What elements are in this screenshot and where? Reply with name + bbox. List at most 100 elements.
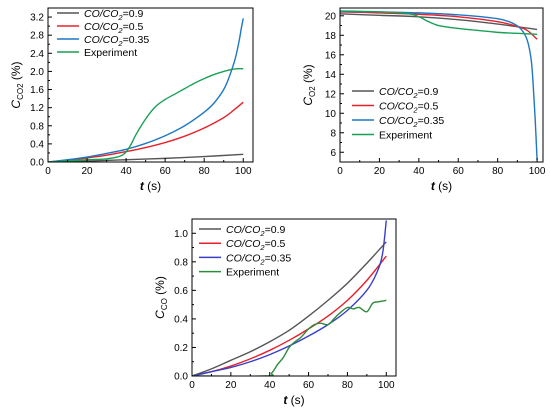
y-tick-label: 0.4 xyxy=(30,139,44,150)
x-tick-label: 0 xyxy=(45,166,51,177)
y-tick-label: 8 xyxy=(330,128,336,139)
y-tick-label: 0.4 xyxy=(174,314,188,325)
x-tick-label: 60 xyxy=(453,166,465,177)
legend-entry: CO/CO2=0.35 xyxy=(379,115,444,129)
legend-entry-text: CO/CO xyxy=(226,252,260,264)
x-tick-label: 20 xyxy=(374,166,386,177)
legend-entry: CO/CO2=0.9 xyxy=(84,8,143,22)
legend-entry-value: =0.35 xyxy=(418,115,445,127)
legend-entry: CO/CO2=0.9 xyxy=(226,224,285,238)
x-tick-label: 20 xyxy=(81,166,93,177)
legend: CO/CO2=0.9CO/CO2=0.5CO/CO2=0.35Experimen… xyxy=(352,86,444,142)
series-line-2 xyxy=(192,255,387,376)
series-line-1 xyxy=(192,241,387,376)
y-tick-label: 0.8 xyxy=(30,121,44,132)
series-line-1 xyxy=(340,13,538,31)
legend-entry-value: =0.5 xyxy=(418,101,439,113)
legend-entry-text: CO/CO xyxy=(84,34,118,46)
x-tick-label: 60 xyxy=(303,380,315,391)
legend-entry-text: CO/CO xyxy=(379,115,413,127)
legend-entry-value: =0.35 xyxy=(265,252,292,264)
legend-entry-text: Experiment xyxy=(84,47,137,59)
series-line-3 xyxy=(192,220,387,376)
y-tick-label: 0.0 xyxy=(174,372,188,383)
series-line-1 xyxy=(48,153,244,162)
x-tick-label: 0 xyxy=(189,380,195,391)
x-tick-label: 40 xyxy=(264,380,276,391)
y-tick-label: 2.0 xyxy=(30,67,44,78)
legend-entry: CO/CO2=0.9 xyxy=(379,86,438,100)
y-tick-label: 16 xyxy=(325,50,337,61)
x-tick-label: 100 xyxy=(529,166,546,177)
x-tick-label: 40 xyxy=(413,166,425,177)
x-tick-label: 40 xyxy=(121,166,133,177)
legend-entry: Experiment xyxy=(379,130,432,142)
x-axis-label-symbol: t xyxy=(283,393,288,407)
y-axis-label-symbol: C xyxy=(9,100,23,109)
x-axis-label: t (s) xyxy=(431,179,452,193)
y-axis-label: CCO2 (%) xyxy=(9,61,25,108)
y-tick-label: 20 xyxy=(325,11,337,22)
legend-entry-value: =0.9 xyxy=(123,8,144,20)
x-tick-label: 80 xyxy=(199,166,211,177)
series-line-2 xyxy=(48,101,244,162)
y-axis-label-symbol: C xyxy=(153,310,167,319)
series-line-4 xyxy=(192,299,387,376)
chart-panel-3: 0 20 40 60 80 100 0.0 0.2 0.4 0.6 0.8 1.0 t (s) CCO (… xyxy=(153,218,397,407)
x-tick-label: 100 xyxy=(378,380,395,391)
legend-entry-text: CO/CO xyxy=(84,21,118,33)
plot-frame xyxy=(47,7,254,163)
legend-entry-subscript: 2 xyxy=(412,120,418,129)
x-axis-label-unit: (s) xyxy=(287,393,304,407)
legend-entry-subscript: 2 xyxy=(259,257,265,266)
y-axis-label-unit: (%) xyxy=(301,64,315,86)
legend: CO/CO2=0.9CO/CO2=0.5CO/CO2=0.35Experimen… xyxy=(57,8,149,59)
legend-entry-text: CO/CO xyxy=(226,238,260,250)
y-tick-label: 2.4 xyxy=(30,49,44,60)
y-axis-label: CO2 (%) xyxy=(301,64,317,105)
legend-entry-subscript: 2 xyxy=(412,106,418,115)
legend-entry-subscript: 2 xyxy=(259,243,265,252)
legend-entry: CO/CO2=0.5 xyxy=(379,101,438,115)
legend-entry-text: CO/CO xyxy=(226,224,260,236)
legend-entry-value: =0.5 xyxy=(123,21,144,33)
y-axis-label: CCO (%) xyxy=(153,276,169,319)
y-tick-label: 18 xyxy=(325,31,337,42)
x-axis-label-symbol: t xyxy=(140,179,145,193)
legend-entry-text: CO/CO xyxy=(379,101,413,113)
legend-entry-value: =0.9 xyxy=(418,86,439,98)
y-axis-label-subscript: O2 xyxy=(308,86,317,97)
legend-entry-value: =0.9 xyxy=(265,224,286,236)
legend: CO/CO2=0.9CO/CO2=0.5CO/CO2=0.35Experimen… xyxy=(199,224,291,279)
legend-entry: CO/CO2=0.5 xyxy=(226,238,285,252)
x-axis-label: t (s) xyxy=(140,179,161,193)
legend-entry-value: =0.5 xyxy=(265,238,286,250)
x-tick-label: 80 xyxy=(492,166,504,177)
y-tick-label: 1.2 xyxy=(30,103,44,114)
legend-entry-text: CO/CO xyxy=(84,8,118,20)
y-tick-label: 14 xyxy=(325,70,337,81)
legend-entry-text: Experiment xyxy=(379,130,432,142)
series-line-3 xyxy=(340,10,538,161)
y-tick-label: 1.6 xyxy=(30,85,44,96)
legend-entry: CO/CO2=0.5 xyxy=(84,21,143,35)
x-tick-label: 100 xyxy=(235,166,252,177)
x-tick-label: 20 xyxy=(225,380,237,391)
y-tick-label: 6 xyxy=(330,148,336,159)
legend-entry-text: CO/CO xyxy=(379,86,413,98)
legend-entry: CO/CO2=0.35 xyxy=(84,34,149,48)
series-line-3 xyxy=(48,18,244,162)
chart-panel-1: 0 20 40 60 80 100 0.0 0.4 0.8 1.2 1.6 2.0 2.4 2.8 3.2 t… xyxy=(9,7,254,193)
y-tick-label: 0.2 xyxy=(174,343,188,354)
plot-frame xyxy=(191,218,397,377)
legend-entry: Experiment xyxy=(84,47,137,59)
legend-entry: CO/CO2=0.35 xyxy=(226,252,291,266)
series-line-2 xyxy=(340,11,538,40)
y-tick-label: 2.8 xyxy=(30,31,44,42)
legend-entry-text: Experiment xyxy=(226,267,279,279)
series-line-4 xyxy=(340,10,538,36)
y-tick-label: 0.8 xyxy=(174,257,188,268)
plot-frame xyxy=(339,7,544,163)
